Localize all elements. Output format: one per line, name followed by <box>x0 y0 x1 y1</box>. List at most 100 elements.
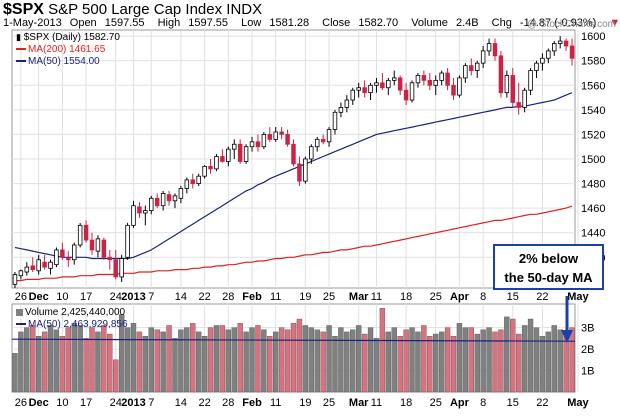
callout-line2: the 50-day MA <box>504 270 593 285</box>
volume-bar <box>154 329 160 393</box>
volume-bar <box>278 327 285 393</box>
volume-bar <box>551 325 557 393</box>
volume-bar <box>356 325 362 393</box>
volume-bar <box>172 338 178 393</box>
legend-ma200: MA(200) 1461.65 <box>16 44 105 55</box>
x-tick-label: 22 <box>536 291 548 303</box>
candle-body <box>522 89 527 108</box>
volume-bar <box>136 331 143 393</box>
price-tick-label: 1440 <box>581 228 605 240</box>
volume-bar <box>18 331 24 393</box>
volume-bar <box>35 335 42 393</box>
chg-label: Chg <box>491 17 512 29</box>
candle-body <box>451 84 456 96</box>
volume-bar <box>545 331 552 393</box>
x-tick-label: 11 <box>270 291 281 303</box>
volume-bar <box>124 327 131 393</box>
volume-bar <box>468 327 474 393</box>
candle-body <box>226 148 231 162</box>
candle-body <box>12 274 18 285</box>
volume-bar <box>557 329 563 393</box>
candle-body <box>421 75 427 81</box>
volume-bar <box>397 335 403 393</box>
legend-price: ▮ $SPX (Daily) 1582.70 <box>16 32 120 43</box>
volume-bar <box>427 335 433 393</box>
candle-body <box>563 40 569 47</box>
volume-bar <box>30 325 36 393</box>
callout-line1: 2% below <box>518 251 579 266</box>
volume-bar <box>462 327 469 393</box>
volume-bar <box>255 325 261 393</box>
candle-body <box>504 75 510 94</box>
candle-body <box>237 143 243 162</box>
candle-body <box>510 75 516 103</box>
legend-vol-ma: MA(50) 2,463,929,856 <box>16 319 128 330</box>
volume-bar <box>201 335 208 393</box>
candle-body <box>445 72 450 86</box>
x-tick-label-volume: 22 <box>536 397 548 409</box>
candle-body <box>131 205 136 226</box>
quote-date: 1-May-2013 <box>3 17 62 29</box>
volume-bar <box>53 329 60 393</box>
x-tick-label: 19 <box>299 291 311 303</box>
volume-bar <box>403 329 409 393</box>
legend-ma50: MA(50) 1554.00 <box>16 56 100 67</box>
candle-body <box>107 256 113 261</box>
volume-bar <box>480 329 486 393</box>
exchange: INDX <box>226 1 263 18</box>
x-tick-label: Mar <box>349 291 369 303</box>
x-tick-label-volume: 2013 <box>121 397 145 409</box>
candle-body <box>498 55 504 94</box>
candle-body <box>208 165 213 170</box>
x-tick-label-volume: 28 <box>222 397 234 409</box>
candle-body <box>214 156 219 170</box>
volume-bar <box>71 323 77 393</box>
volume-bar <box>243 331 249 393</box>
volume-bar <box>486 327 492 393</box>
candle-body <box>113 259 118 278</box>
candle-body <box>392 77 397 81</box>
candle-body <box>415 75 421 84</box>
candle-body <box>309 146 314 160</box>
index-name: S&P 500 Large Cap Index <box>48 1 223 18</box>
candle-body <box>77 224 83 246</box>
volume-bar <box>379 308 386 393</box>
volume-bar <box>107 333 113 393</box>
volume-bar <box>326 325 332 393</box>
volume-bar <box>130 323 137 393</box>
x-tick-label: 24 <box>110 291 122 303</box>
price-tick-label: 1480 <box>581 179 605 191</box>
price-tick-label: 1560 <box>581 80 605 92</box>
volume-bar <box>195 331 202 393</box>
volume-bar <box>308 327 314 393</box>
volume-bar <box>178 329 184 393</box>
candle-body <box>42 261 47 268</box>
volume-bar <box>290 323 297 393</box>
volume-bar <box>207 327 214 393</box>
candle-body <box>374 82 379 86</box>
volume-bar <box>41 331 48 393</box>
candle-body <box>433 79 438 86</box>
volume-bar <box>409 327 415 393</box>
x-tick-label-volume: Apr <box>450 397 470 409</box>
candle-body <box>36 259 41 272</box>
candle-body <box>279 131 284 135</box>
candle-body <box>166 194 172 202</box>
candle-body <box>303 158 308 182</box>
volume-bar <box>344 331 350 393</box>
candle-body <box>457 77 462 96</box>
candle-body <box>95 238 101 252</box>
x-tick-label-volume: Feb <box>242 397 262 409</box>
high-value: 1597.55 <box>188 17 229 29</box>
chart-title: $SPX S&P 500 Large Cap Index INDX <box>3 1 262 19</box>
volume-bar <box>225 329 231 393</box>
volume-bar <box>219 325 226 393</box>
candle-body <box>380 82 385 89</box>
volume-bar <box>338 327 344 393</box>
candle-body <box>178 188 184 199</box>
legend-ma50-label: MA(50) 1554.00 <box>28 56 100 67</box>
x-tick-label-volume: 24 <box>110 397 122 409</box>
x-tick-label-volume: 15 <box>507 397 519 409</box>
candle-body <box>249 141 255 148</box>
volume-bar <box>47 325 54 393</box>
